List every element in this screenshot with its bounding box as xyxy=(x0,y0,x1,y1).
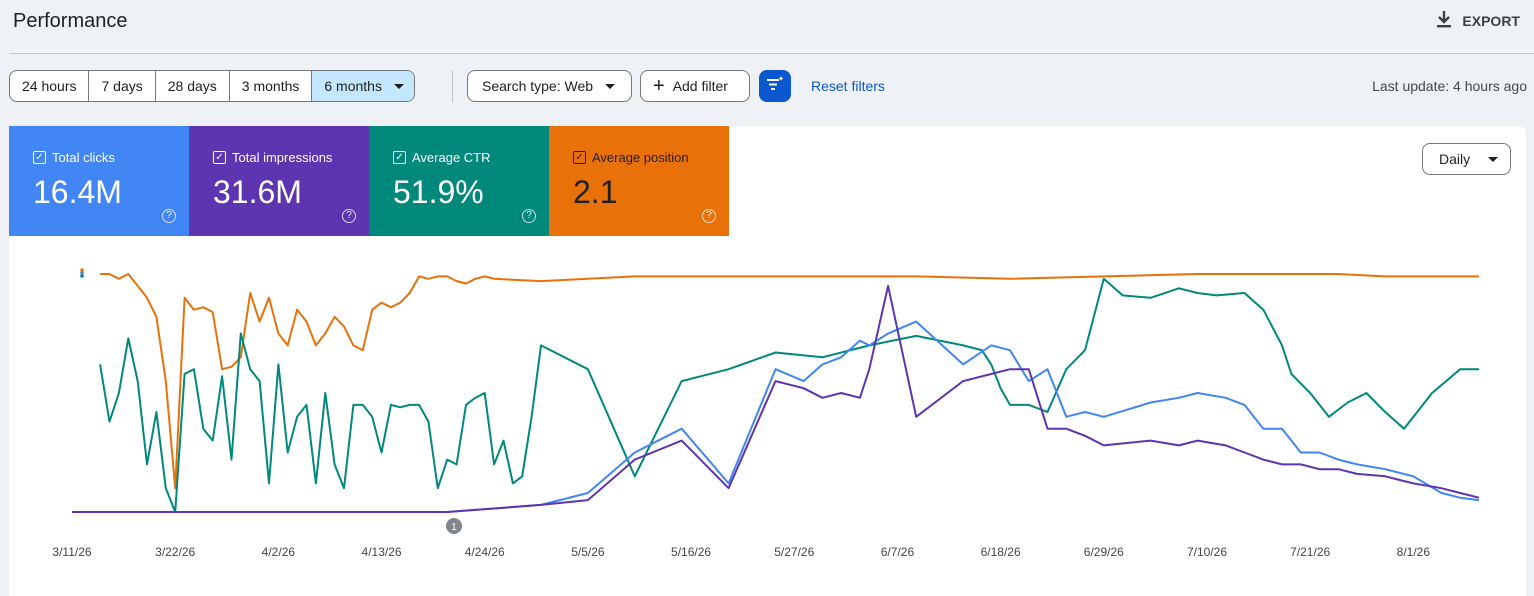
date-range-selector: 24 hours 7 days 28 days 3 months 6 month… xyxy=(9,70,415,102)
x-tick-label: 3/11/26 xyxy=(52,545,91,559)
x-tick-label: 3/22/26 xyxy=(155,545,195,559)
x-tick-label: 7/10/26 xyxy=(1187,545,1227,559)
export-label: EXPORT xyxy=(1462,12,1520,29)
metric-value: 2.1 xyxy=(573,174,618,210)
add-filter-button[interactable]: + Add filter xyxy=(640,70,750,102)
checkbox-icon[interactable]: ✓ xyxy=(393,151,406,164)
download-icon xyxy=(1436,10,1452,31)
filter-toolbar: 24 hours 7 days 28 days 3 months 6 month… xyxy=(9,70,1529,102)
granularity-dropdown[interactable]: Daily xyxy=(1422,143,1511,175)
toolbar-separator xyxy=(452,70,453,102)
page-title: Performance xyxy=(13,10,128,32)
metric-label-row: ✓ Total clicks xyxy=(33,150,115,165)
help-icon[interactable]: ? xyxy=(702,209,716,223)
chevron-down-icon xyxy=(393,83,404,89)
metric-value: 51.9% xyxy=(393,174,484,210)
metric-label: Total impressions xyxy=(232,150,333,165)
add-filter-label: Add filter xyxy=(672,78,728,94)
chevron-down-icon xyxy=(1488,156,1499,162)
annotation-badge[interactable]: 1 xyxy=(446,518,462,534)
search-type-label: Search type: Web xyxy=(482,78,594,94)
range-28-days[interactable]: 28 days xyxy=(156,71,230,101)
x-tick-label: 4/24/26 xyxy=(465,545,505,559)
checkbox-icon[interactable]: ✓ xyxy=(213,151,226,164)
range-6-months[interactable]: 6 months xyxy=(312,71,414,101)
range-24-hours[interactable]: 24 hours xyxy=(10,71,90,101)
x-tick-label: 7/21/26 xyxy=(1290,545,1330,559)
annotation-badge-circle xyxy=(446,518,462,534)
x-tick-label: 4/2/26 xyxy=(262,545,296,559)
series-line-0 xyxy=(100,273,1479,490)
start-marker-dot xyxy=(80,274,84,278)
checkbox-icon[interactable]: ✓ xyxy=(573,151,586,164)
series-line-1 xyxy=(99,277,1479,513)
chevron-down-icon xyxy=(605,83,616,89)
start-marker-dot xyxy=(80,271,84,275)
granularity-label: Daily xyxy=(1439,151,1471,167)
help-icon[interactable]: ? xyxy=(162,209,176,223)
metric-label-row: ✓ Total impressions xyxy=(213,150,332,165)
checkbox-icon[interactable]: ✓ xyxy=(33,151,46,164)
metric-label: Average CTR xyxy=(412,150,491,165)
range-6-months-label: 6 months xyxy=(324,78,382,94)
reset-filters-link[interactable]: Reset filters xyxy=(811,78,885,94)
annotation-badge-number: 1 xyxy=(451,522,457,533)
filter-sparkle-icon xyxy=(766,75,784,97)
metric-label: Total clicks xyxy=(52,150,115,165)
series-line-2 xyxy=(72,320,1480,513)
metric-value: 16.4M xyxy=(33,174,122,210)
metric-label-row: ✓ Average CTR xyxy=(393,150,491,165)
filter-options-button[interactable] xyxy=(759,70,791,102)
metric-average-ctr[interactable]: ✓ Average CTR 51.9% ? xyxy=(369,126,549,236)
page-header: Performance EXPORT xyxy=(0,0,1534,44)
export-button[interactable]: EXPORT xyxy=(1436,10,1520,31)
performance-chart: 3/11/26 3/22/26 4/2/26 4/13/26 4/24/26 5/5/26… xyxy=(52,268,1480,559)
metric-total-clicks[interactable]: ✓ Total clicks 16.4M ? xyxy=(9,126,189,236)
series-line-3 xyxy=(72,284,1480,513)
search-type-dropdown[interactable]: Search type: Web xyxy=(467,70,632,102)
x-tick-label: 6/7/26 xyxy=(881,545,915,559)
x-tick-label: 5/5/26 xyxy=(571,545,605,559)
help-icon[interactable]: ? xyxy=(522,209,536,223)
metric-label: Average position xyxy=(592,150,689,165)
metric-average-position[interactable]: ✓ Average position 2.1 ? xyxy=(549,126,729,236)
start-marker-dot xyxy=(80,268,84,272)
x-tick-label: 6/29/26 xyxy=(1084,545,1124,559)
performance-card: ✓ Total clicks 16.4M ? ✓ Total impressio… xyxy=(9,126,1526,596)
x-tick-label: 4/13/26 xyxy=(362,545,402,559)
x-tick-label: 5/27/26 xyxy=(774,545,814,559)
metric-total-impressions[interactable]: ✓ Total impressions 31.6M ? xyxy=(189,126,369,236)
x-tick-label: 8/1/26 xyxy=(1397,545,1431,559)
range-3-months[interactable]: 3 months xyxy=(230,71,313,101)
metric-value: 31.6M xyxy=(213,174,302,210)
x-tick-label: 5/16/26 xyxy=(671,545,711,559)
range-7-days[interactable]: 7 days xyxy=(89,71,156,101)
plus-icon: + xyxy=(653,75,665,97)
x-tick-label: 6/18/26 xyxy=(981,545,1021,559)
metric-label-row: ✓ Average position xyxy=(573,150,689,165)
header-divider xyxy=(10,53,1534,54)
last-update-text: Last update: 4 hours ago xyxy=(1372,78,1527,94)
help-icon[interactable]: ? xyxy=(342,209,356,223)
